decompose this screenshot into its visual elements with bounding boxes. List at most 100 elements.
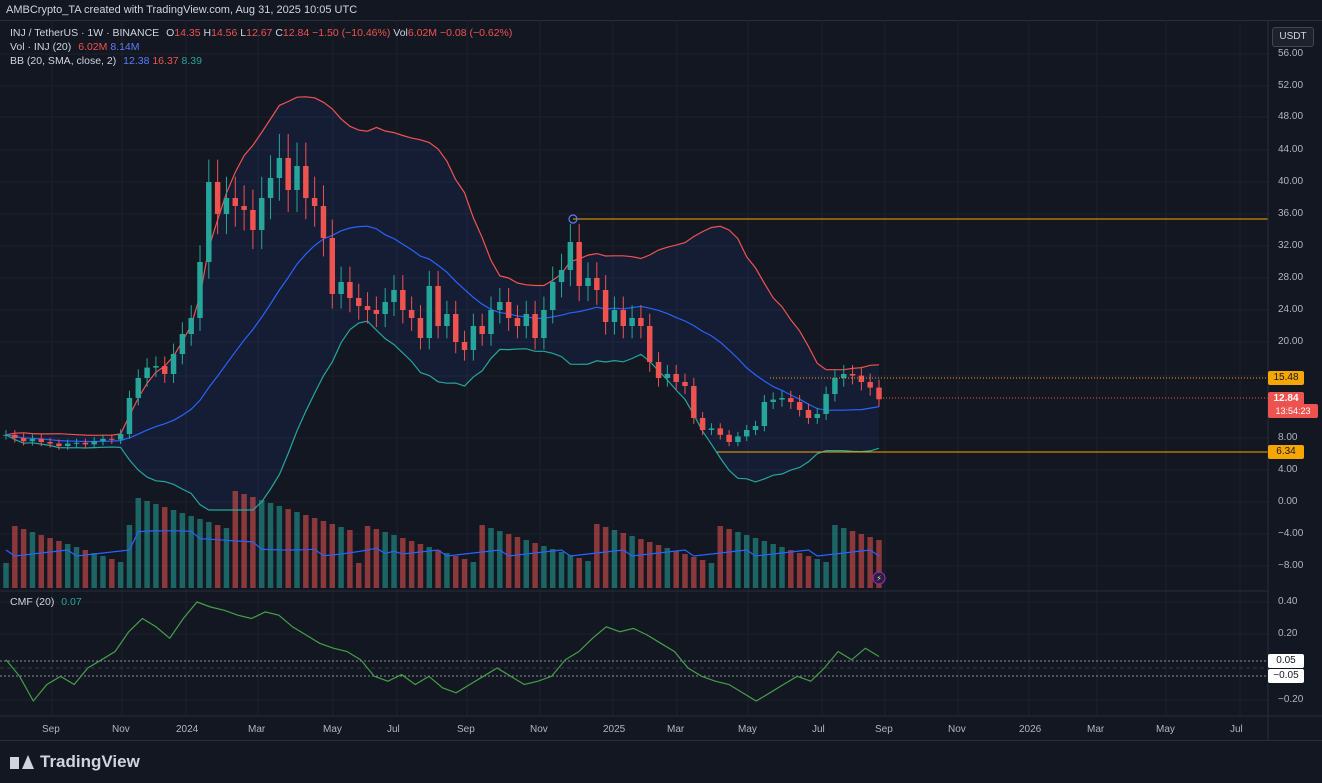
open-value: 14.35: [174, 27, 201, 39]
candle-body: [532, 314, 538, 338]
candle-body: [435, 286, 441, 326]
candle-body: [549, 282, 556, 310]
candle-body: [505, 302, 512, 318]
volume-bar: [673, 551, 679, 588]
candle-body: [479, 326, 485, 334]
candle-body: [250, 210, 256, 230]
time-axis-label: Sep: [875, 724, 893, 735]
candle-body: [779, 398, 785, 400]
volume-bar: [497, 531, 503, 588]
candle-body: [602, 290, 609, 322]
chart-grid: [0, 20, 1268, 716]
time-axis-label: May: [1156, 724, 1175, 735]
candle-body: [752, 426, 759, 430]
candle-body: [699, 418, 706, 430]
candle-body: [320, 206, 327, 238]
price-axis-label: 48.00: [1278, 111, 1304, 122]
cmf-axis-label: 0.40: [1278, 596, 1298, 607]
vol-value: 6.02M: [407, 27, 438, 39]
volume-indicator-value: 6.02M: [78, 41, 108, 53]
close-label: C: [275, 27, 283, 39]
lightning-icon: [872, 571, 886, 585]
candle-body: [29, 438, 36, 442]
volume-bar: [699, 560, 706, 588]
volume-bar: [373, 529, 380, 588]
volume-legend[interactable]: Vol · INJ (20) 6.02M 8.14M: [10, 41, 140, 53]
volume-bar: [876, 540, 882, 588]
high-value: 14.56: [211, 27, 238, 39]
volume-bar: [840, 528, 847, 588]
price-axis-label: 56.00: [1278, 48, 1304, 59]
volume-bar: [267, 503, 274, 588]
volume-bar: [558, 552, 565, 588]
candle-body: [91, 441, 97, 445]
candle-body: [814, 414, 821, 418]
volume-bar: [232, 491, 239, 588]
volume-bar: [100, 556, 106, 588]
volume-bar: [858, 534, 865, 588]
candle-body: [488, 310, 494, 334]
volume-bar: [276, 506, 283, 588]
candle-body: [373, 310, 380, 314]
cmf-legend[interactable]: CMF (20) 0.07: [10, 596, 82, 608]
bb-upper-value: 16.37: [152, 55, 179, 67]
volume-bar: [12, 526, 18, 588]
volume-bar: [452, 556, 459, 588]
candle-body: [541, 310, 547, 338]
price-axis-label: 24.00: [1278, 304, 1304, 315]
volume-bar: [638, 539, 644, 588]
candle-body: [770, 399, 776, 402]
bb-legend[interactable]: BB (20, SMA, close, 2) 12.38 16.37 8.39: [10, 55, 202, 67]
volume-bar: [20, 529, 27, 588]
price-axis-label: 4.00: [1278, 464, 1298, 475]
volume-bar: [329, 524, 336, 588]
candle-body: [646, 326, 653, 362]
volume-bar: [611, 530, 618, 588]
volume-bar: [514, 537, 521, 588]
tradingview-brand: TradingView: [40, 752, 140, 771]
tradingview-logo[interactable]: TradingView: [10, 752, 140, 772]
candle-body: [417, 318, 424, 338]
candle-body: [497, 302, 503, 310]
volume-bar: [214, 525, 221, 588]
price-chart[interactable]: ⚡: [0, 0, 1322, 740]
volume-bar: [38, 535, 45, 588]
candle-body: [567, 242, 574, 270]
volume-bar: [285, 509, 291, 588]
currency-button[interactable]: USDT: [1272, 27, 1314, 47]
candle-body: [629, 318, 635, 326]
candle-body: [461, 342, 468, 350]
tradingview-logo-icon: [10, 755, 34, 769]
volume-bar: [726, 529, 732, 588]
time-axis-label: 2026: [1019, 724, 1042, 735]
volume-bar: [823, 562, 829, 588]
candle-body: [197, 262, 203, 318]
volume-bar: [29, 532, 36, 588]
candle-body: [664, 374, 671, 378]
candle-body: [761, 402, 768, 426]
chart-frame[interactable]: [0, 20, 1322, 741]
volume-bar: [223, 528, 230, 588]
volume-bar: [444, 553, 450, 588]
volume-bar: [197, 519, 203, 588]
volume-bar: [849, 531, 856, 588]
candle-body: [100, 438, 106, 442]
bollinger-basis-line: [5, 225, 880, 443]
volume-bar: [170, 510, 177, 588]
volume-bar: [109, 559, 115, 588]
volume-bar: [179, 513, 186, 588]
volume-bar: [805, 556, 812, 588]
volume-bar: [576, 558, 582, 588]
candle-body: [347, 282, 353, 298]
volume-bar: [126, 525, 133, 588]
candle-body: [303, 166, 309, 198]
candle-body: [364, 306, 371, 310]
volume-bar: [73, 547, 80, 588]
volume-bar: [796, 553, 803, 588]
symbol-legend[interactable]: INJ / TetherUS · 1W · BINANCE O14.35 H14…: [10, 27, 512, 39]
price-axis-label: 52.00: [1278, 80, 1304, 91]
svg-text:⚡: ⚡: [876, 574, 882, 583]
volume-bar: [788, 550, 794, 588]
volume-bar: [382, 532, 388, 588]
volume-indicator-name: Vol · INJ (20): [10, 41, 72, 53]
